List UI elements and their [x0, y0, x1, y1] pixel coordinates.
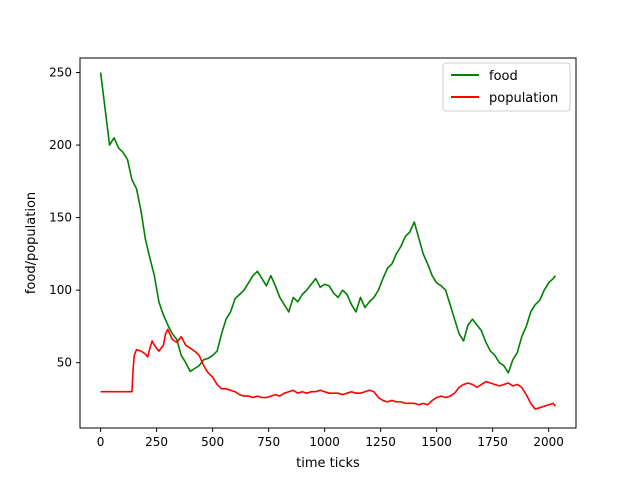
- x-tick-label: 1000: [309, 435, 340, 449]
- x-tick-label: 0: [97, 435, 105, 449]
- x-tick-label: 1500: [421, 435, 452, 449]
- x-tick-label: 250: [145, 435, 168, 449]
- legend-label-population: population: [489, 91, 558, 106]
- legend: food population: [442, 62, 571, 112]
- x-axis: 0 250 500 750 1000 1250 1500 1750 2000: [97, 428, 564, 449]
- y-axis: 50 100 150 200 250: [49, 66, 80, 370]
- series-line-population: [100, 328, 557, 410]
- x-tick-label: 2000: [533, 435, 564, 449]
- y-tick-label: 200: [49, 138, 72, 152]
- y-tick-label: 250: [49, 66, 72, 80]
- y-tick-label: 150: [49, 211, 72, 225]
- x-tick-label: 1750: [477, 435, 508, 449]
- x-axis-label: time ticks: [296, 456, 360, 471]
- legend-label-food: food: [489, 69, 518, 84]
- plot-frame: [79, 57, 577, 429]
- y-tick-label: 50: [57, 356, 72, 370]
- x-tick-label: 750: [257, 435, 280, 449]
- y-axis-label: food/population: [24, 192, 39, 294]
- y-tick-label: 100: [49, 283, 72, 297]
- series-line-food: [99, 72, 557, 374]
- series-layer: [99, 72, 557, 410]
- x-tick-label: 500: [201, 435, 224, 449]
- x-tick-label: 1250: [365, 435, 396, 449]
